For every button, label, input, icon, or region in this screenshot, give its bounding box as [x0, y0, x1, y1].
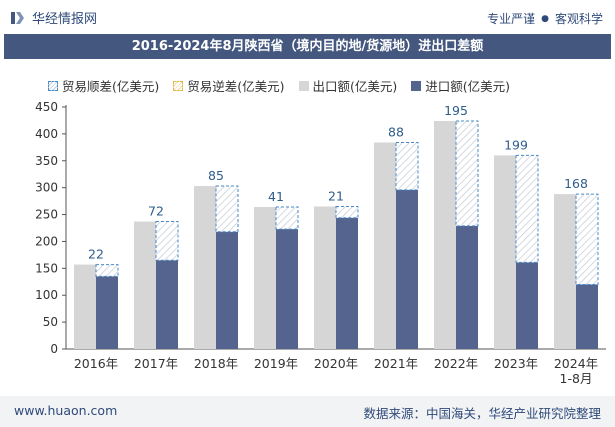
legend-item-export: 出口额(亿美元) — [298, 76, 398, 95]
surplus-box — [95, 264, 119, 277]
surplus-box — [275, 206, 299, 230]
import-bar — [216, 231, 238, 349]
legend-label-deficit: 贸易逆差(亿美元) — [187, 79, 285, 94]
huajing-logo-icon — [11, 11, 24, 24]
chart-legend: 贸易顺差(亿美元) 贸易逆差(亿美元) 出口额(亿美元) 进口额(亿美元) — [48, 76, 510, 95]
footer-source: 数据来源：中国海关，华经产业研究院整理 — [363, 406, 601, 421]
export-bar — [374, 142, 396, 349]
y-tick-label: 450 — [35, 100, 58, 114]
y-tick-label: 150 — [35, 261, 58, 275]
legend-item-deficit: 贸易逆差(亿美元) — [173, 76, 285, 95]
y-tick-label: 400 — [35, 127, 58, 141]
legend-swatch-import — [411, 80, 422, 91]
y-tick-label: 250 — [35, 208, 58, 222]
export-bar — [494, 155, 516, 349]
export-bar — [554, 194, 576, 349]
surplus-box — [335, 205, 359, 219]
legend-label-import: 进口额(亿美元) — [425, 79, 511, 94]
x-tick-label: 2024年 1-8月 — [554, 356, 598, 386]
legend-swatch-deficit — [173, 80, 184, 91]
export-bar — [74, 264, 96, 349]
balance-data-label: 21 — [328, 188, 344, 203]
import-bar — [336, 217, 358, 349]
surplus-box — [455, 120, 479, 227]
top-bar: 华经情报网 专业严谨 ● 客观科学 — [0, 0, 615, 36]
slogan-dot-icon: ● — [541, 13, 549, 24]
legend-item-import: 进口额(亿美元) — [411, 76, 510, 95]
import-bar — [576, 284, 598, 349]
surplus-box — [575, 193, 599, 285]
brand: 华经情报网 — [10, 8, 97, 27]
balance-data-label: 195 — [444, 103, 468, 118]
surplus-box — [155, 221, 179, 261]
export-bar — [314, 206, 336, 349]
import-bar — [276, 229, 298, 349]
export-bar — [434, 120, 456, 349]
x-tick-label: 2020年 — [314, 356, 358, 371]
y-tick-label: 0 — [50, 342, 58, 356]
import-bar — [396, 189, 418, 349]
slogan: 专业严谨 ● 客观科学 — [487, 10, 603, 27]
legend-swatch-export — [298, 80, 309, 91]
slogan-right: 客观科学 — [554, 12, 603, 26]
balance-data-label: 41 — [268, 189, 284, 204]
balance-data-label: 85 — [208, 168, 224, 183]
x-tick-label: 2016年 — [74, 356, 118, 371]
export-bar — [134, 221, 156, 349]
x-tick-label: 2019年 — [254, 356, 298, 371]
y-tick-label: 200 — [35, 234, 58, 248]
import-bar — [456, 225, 478, 349]
surplus-box — [395, 141, 419, 191]
legend-swatch-surplus — [48, 80, 58, 91]
legend-item-surplus: 贸易顺差(亿美元) — [48, 76, 159, 95]
export-bar — [194, 186, 216, 349]
footer-url: www.huaon.com — [14, 403, 118, 418]
y-tick-label: 50 — [43, 315, 58, 329]
x-tick-label: 2021年 — [374, 356, 418, 371]
chart-title: 2016-2024年8月陕西省（境内目的地/货源地）进出口差额 — [4, 34, 611, 59]
brand-name: 华经情报网 — [32, 12, 98, 27]
surplus-box — [215, 185, 239, 233]
balance-data-label: 72 — [148, 204, 164, 219]
surplus-box — [515, 154, 539, 263]
balance-data-label: 199 — [504, 137, 528, 152]
import-bar — [516, 262, 538, 349]
export-bar — [254, 207, 276, 349]
import-bar — [156, 260, 178, 349]
footer: www.huaon.com 数据来源：中国海关，华经产业研究院整理 — [0, 396, 615, 427]
y-tick-label: 350 — [35, 154, 58, 168]
x-tick-label: 2017年 — [134, 356, 178, 371]
x-tick-label: 2022年 — [434, 356, 478, 371]
balance-data-label: 22 — [88, 247, 104, 262]
balance-data-label: 88 — [388, 124, 404, 139]
slogan-left: 专业严谨 — [487, 12, 536, 26]
legend-label-surplus: 贸易顺差(亿美元) — [62, 79, 160, 94]
x-tick-label: 2018年 — [194, 356, 238, 371]
y-tick-label: 300 — [35, 181, 58, 195]
x-tick-label: 2023年 — [494, 356, 538, 371]
balance-data-label: 168 — [564, 176, 588, 191]
legend-label-export: 出口额(亿美元) — [312, 79, 398, 94]
import-bar — [96, 276, 118, 349]
y-tick-label: 100 — [35, 288, 58, 302]
